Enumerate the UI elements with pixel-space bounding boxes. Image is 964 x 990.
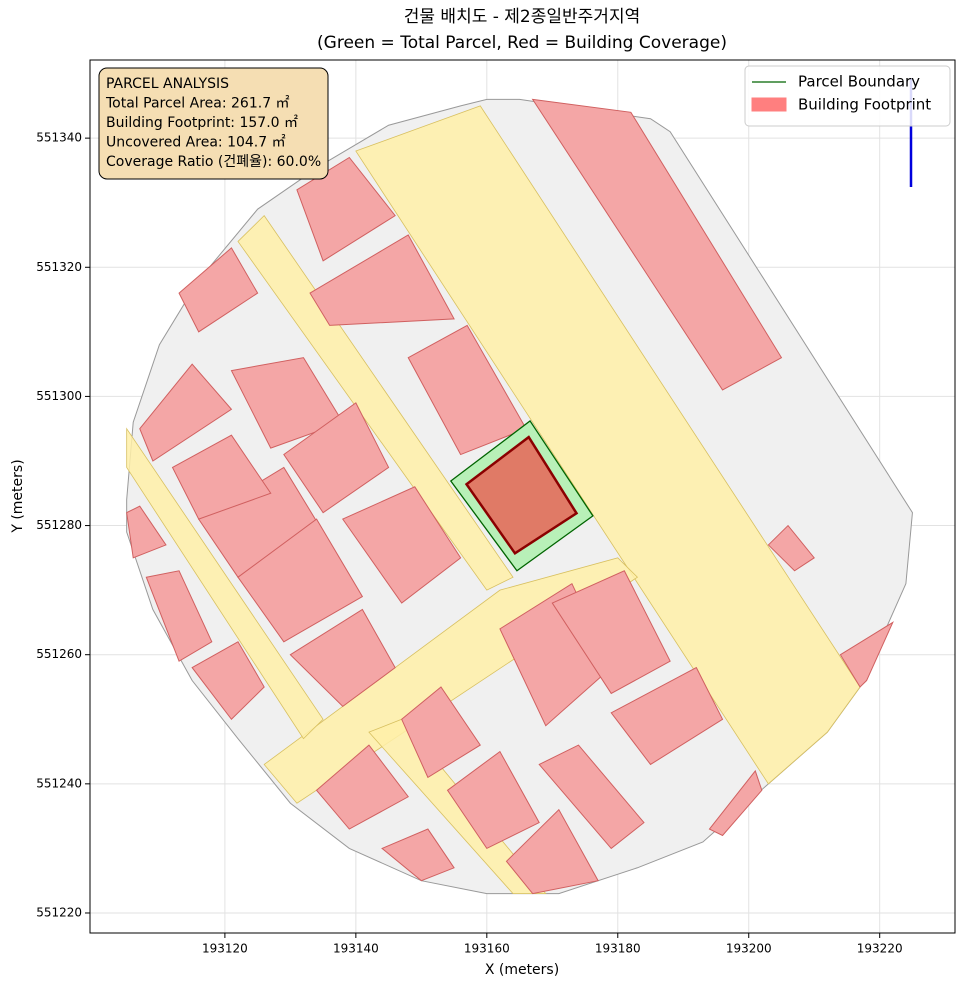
- context-building: [191, 641, 265, 721]
- context-building: [178, 247, 259, 333]
- annotation-line: Building Footprint: 157.0 ㎡: [106, 115, 298, 131]
- annotation-bg: [98, 67, 329, 180]
- context-building: [309, 234, 455, 326]
- annotation-box: PARCEL ANALYSIS Total Parcel Area: 261.7 …: [98, 67, 329, 180]
- y-tick-label: 551300: [36, 389, 82, 403]
- annotation-line: Total Parcel Area: 261.7 ㎡: [105, 96, 290, 112]
- legend: Parcel Boundary Building Footprint: [744, 65, 951, 127]
- y-tick-label: 551240: [36, 776, 82, 790]
- road: [368, 718, 547, 895]
- y-tick-label: 551340: [36, 131, 82, 145]
- context-building: [289, 608, 396, 708]
- legend-label: Building Footprint: [798, 96, 931, 114]
- context-building: [551, 570, 671, 695]
- context-building: [283, 402, 390, 514]
- plot-area: [90, 60, 955, 933]
- context-building: [839, 621, 894, 688]
- road: [237, 214, 514, 591]
- legend-swatch: [751, 97, 787, 112]
- context-building: [505, 808, 599, 895]
- context-building: [531, 98, 783, 391]
- context-building: [401, 686, 481, 779]
- context-building: [145, 570, 213, 662]
- legend-bg: [744, 65, 951, 127]
- context-building: [381, 828, 455, 882]
- context-building: [237, 518, 364, 643]
- annotation-line: Coverage Ratio (건폐율): 60.0%: [106, 154, 321, 170]
- road: [126, 427, 324, 740]
- context-building: [171, 434, 272, 520]
- x-tick-label: 193200: [726, 942, 772, 956]
- building-footprint: [464, 435, 579, 556]
- x-tick-label: 193160: [464, 942, 510, 956]
- annotation-line: Uncovered Area: 104.7 ㎡: [106, 135, 286, 151]
- x-axis-label: X (meters): [485, 962, 559, 978]
- context-building: [538, 744, 645, 850]
- context-building: [315, 744, 409, 830]
- x-tick-label: 193140: [333, 942, 379, 956]
- chart-subtitle: (Green = Total Parcel, Red = Building Co…: [317, 33, 727, 53]
- context-building: [126, 505, 167, 559]
- chart-title: 건물 배치도 - 제2종일반주거지역: [404, 7, 640, 27]
- context-building: [139, 363, 233, 462]
- context-building: [296, 156, 396, 262]
- x-tick-label: 193180: [595, 942, 641, 956]
- y-tick-label: 551220: [36, 905, 82, 919]
- context-building: [341, 486, 462, 604]
- context-building: [767, 524, 815, 572]
- y-tick-label: 551280: [36, 518, 82, 532]
- y-axis-label: Y (meters): [10, 459, 26, 533]
- legend-label: Parcel Boundary: [798, 73, 920, 91]
- y-tick-label: 551260: [36, 647, 82, 661]
- context-building: [708, 769, 763, 837]
- annotation-line: PARCEL ANALYSIS: [106, 76, 229, 92]
- x-tick-label: 193220: [857, 942, 903, 956]
- axes-frame: [89, 59, 956, 934]
- context-building: [610, 666, 724, 766]
- y-tick-label: 551320: [36, 260, 82, 274]
- context-building: [446, 750, 540, 850]
- x-tick-label: 193120: [202, 942, 248, 956]
